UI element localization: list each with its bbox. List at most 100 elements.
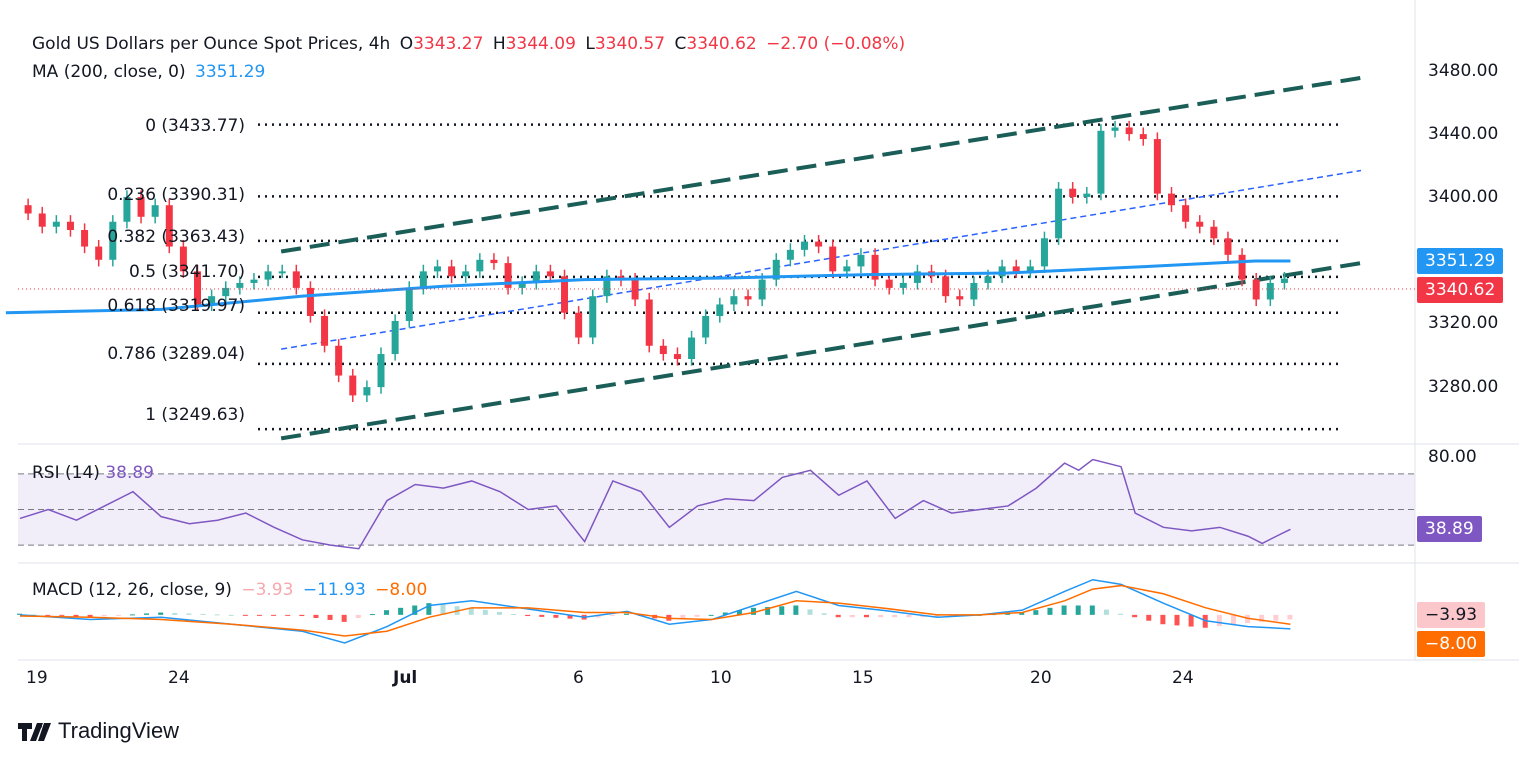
candle-body xyxy=(278,271,286,274)
rsi-line xyxy=(19,458,1291,550)
fib-label-1: 1 (3249.63) xyxy=(145,405,245,425)
macd-hist-bar xyxy=(101,614,107,617)
macd-hist-bar xyxy=(793,605,799,615)
candle-body xyxy=(857,254,865,267)
fib-label-0382: 0.382 (3363.43) xyxy=(107,227,245,247)
candle-body xyxy=(603,276,611,297)
candle-body xyxy=(970,282,978,300)
macd-label: MACD (12, 26, close, 9) xyxy=(32,580,232,600)
macd-hist-bar xyxy=(426,603,432,615)
macd-hist-bar xyxy=(835,614,841,618)
chart-legend: Gold US Dollars per Ounce Spot Prices, 4… xyxy=(32,34,905,54)
macd-hist-bar xyxy=(623,613,629,615)
macd-hist-bar xyxy=(1103,609,1109,615)
price-tick: 3440.00 xyxy=(1428,124,1499,144)
fib-label-0: 0 (3433.77) xyxy=(145,116,245,136)
candle-body xyxy=(490,259,498,264)
open-label: O xyxy=(399,34,414,54)
candle-body xyxy=(800,241,808,250)
rsi-label: RSI (14) xyxy=(32,463,100,483)
candle-body xyxy=(1182,205,1190,222)
fib-label-0618: 0.618 (3319.97) xyxy=(107,296,245,316)
candle-body xyxy=(1125,127,1133,135)
tradingview-logo[interactable]: TradingView xyxy=(18,718,179,744)
open-value: 3343.27 xyxy=(413,34,484,54)
macd-hist-bar xyxy=(525,614,531,617)
macd-hist-bar xyxy=(242,614,248,616)
date-tick: 15 xyxy=(852,668,874,688)
macd-hist-bar xyxy=(1188,614,1194,627)
candle-body xyxy=(462,271,470,277)
macd-hist-bar xyxy=(228,614,234,616)
candle-body xyxy=(123,196,131,222)
price-tick: 3280.00 xyxy=(1428,377,1499,397)
ma-price-badge: 3351.29 xyxy=(1417,248,1504,274)
macd-hist-bar xyxy=(384,610,390,615)
low-value: 3340.57 xyxy=(594,34,666,54)
rsi-tick: 80.00 xyxy=(1428,447,1477,467)
macd-line-value: −11.93 xyxy=(302,580,366,600)
candle-body xyxy=(956,296,964,300)
candle-body xyxy=(1153,139,1161,194)
candle-body xyxy=(1210,226,1218,239)
macd-hist-bar xyxy=(863,614,869,618)
macd-hist-bar xyxy=(299,614,305,617)
candle-body xyxy=(349,375,357,396)
macd-hist-bar xyxy=(1174,614,1180,626)
macd-signal-line xyxy=(19,584,1291,637)
macd-hist-bar xyxy=(849,614,855,618)
macd-hist-bar xyxy=(878,614,884,618)
candle-body xyxy=(1097,130,1105,194)
candle-body xyxy=(165,205,173,247)
macd-hist-bar xyxy=(31,614,37,616)
macd-hist-bar xyxy=(1047,607,1053,615)
macd-hist-bar xyxy=(821,613,827,615)
candle-body xyxy=(504,263,512,288)
candle-body xyxy=(151,205,159,217)
candle-body xyxy=(786,249,794,260)
macd-hist-bar xyxy=(906,614,912,618)
candle-body xyxy=(1012,266,1020,272)
macd-hist-bar xyxy=(1132,614,1138,618)
change-value: −2.70 (−0.08%) xyxy=(766,34,906,54)
candle-body xyxy=(744,296,752,300)
macd-hist-bar xyxy=(751,607,757,615)
channel-mid-line xyxy=(281,169,1362,350)
macd-hist-bar xyxy=(200,613,206,615)
macd-hist-bar xyxy=(313,614,319,618)
candle-body xyxy=(1238,254,1246,280)
fib-label-0236: 0.236 (3390.31) xyxy=(107,185,245,205)
macd-hist-bar xyxy=(1061,605,1067,615)
candle-body xyxy=(1055,188,1063,239)
ma-legend: MA (200, close, 0) 3351.29 xyxy=(32,62,265,82)
date-tick: 24 xyxy=(1172,668,1194,688)
candle-body xyxy=(222,287,230,297)
macd-hist-bar xyxy=(1146,614,1152,621)
macd-hist-bar xyxy=(1160,614,1166,625)
brand-name: TradingView xyxy=(58,718,180,743)
macd-hist-bar xyxy=(59,614,65,616)
candle-body xyxy=(292,271,300,288)
candle-body xyxy=(843,266,851,272)
macd-hist-bar xyxy=(172,612,178,615)
macd-hist-bar xyxy=(892,614,898,618)
candle-body xyxy=(1139,134,1147,140)
macd-hist-bar xyxy=(1075,605,1081,615)
macd-hist-bar xyxy=(567,614,573,619)
candle-body xyxy=(52,221,60,227)
ma200-line xyxy=(5,259,1291,315)
macd-hist-bar xyxy=(256,614,262,616)
macd-hist-bar xyxy=(708,614,714,616)
candle-body xyxy=(363,387,371,396)
macd-hist-bar xyxy=(553,614,559,618)
candle-body xyxy=(659,345,667,355)
macd-hist-value: −3.93 xyxy=(241,580,294,600)
candle-body xyxy=(1111,127,1119,131)
price-tick: 3480.00 xyxy=(1428,61,1499,81)
macd-line xyxy=(19,578,1291,644)
candle-body xyxy=(1069,188,1077,197)
candle-body xyxy=(81,230,89,247)
candle-body xyxy=(899,282,907,288)
last-price-badge: 3340.62 xyxy=(1417,277,1504,303)
channel-upper-line xyxy=(280,75,1362,254)
